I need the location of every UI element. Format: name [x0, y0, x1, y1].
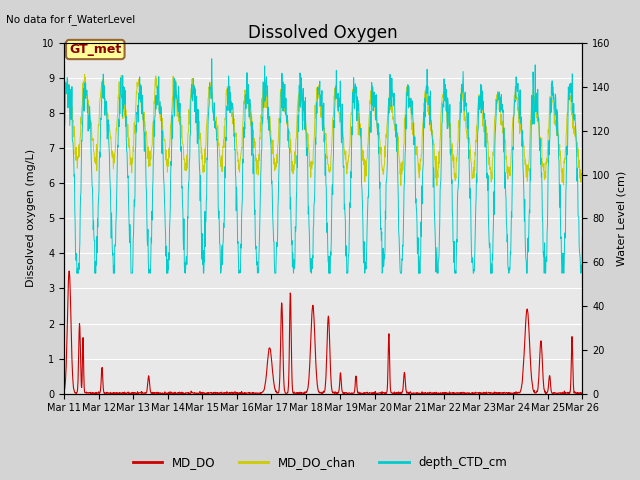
Y-axis label: Dissolved oxygen (mg/L): Dissolved oxygen (mg/L) — [26, 149, 36, 288]
Legend: MD_DO, MD_DO_chan, depth_CTD_cm: MD_DO, MD_DO_chan, depth_CTD_cm — [128, 452, 512, 474]
Y-axis label: Water Level (cm): Water Level (cm) — [616, 171, 626, 266]
Title: Dissolved Oxygen: Dissolved Oxygen — [248, 24, 398, 42]
Text: GT_met: GT_met — [69, 43, 122, 56]
Text: No data for f_WaterLevel: No data for f_WaterLevel — [6, 14, 136, 25]
